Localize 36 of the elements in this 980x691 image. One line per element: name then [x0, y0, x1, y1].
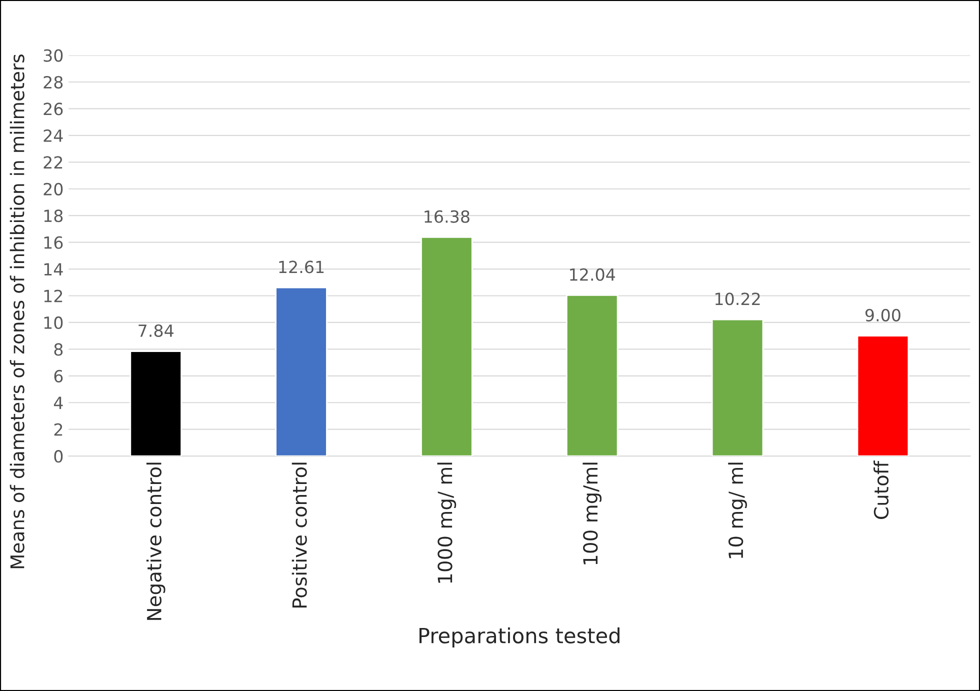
- data-label: 9.00: [865, 308, 900, 322]
- y-tick-label: 16: [44, 236, 63, 249]
- bar: [711, 318, 764, 456]
- y-tick-label: 14: [44, 263, 63, 276]
- y-tick-label: 8: [54, 343, 63, 356]
- y-tick-label: 0: [54, 450, 63, 463]
- data-label: 12.04: [570, 268, 616, 281]
- bar: [275, 286, 328, 456]
- x-axis-title: Preparations tested: [420, 627, 620, 648]
- x-tick-label: Positive control: [292, 462, 307, 608]
- y-axis-title: Means of diameters of zones of inhibition in milimeters: [10, 54, 24, 568]
- x-tick-label: Cutoff: [874, 460, 889, 519]
- y-tick-label: 2: [54, 423, 62, 436]
- y-tick-label: 24: [44, 129, 63, 142]
- data-label: 7.84: [138, 324, 174, 337]
- y-tick-label: 12: [44, 290, 62, 302]
- y-tick-label: 10: [44, 316, 63, 330]
- x-tick-label: 100 mg/ml: [582, 462, 602, 564]
- x-tick-label: 10 mg/ ml: [728, 462, 747, 558]
- y-tick-label: 20: [44, 182, 63, 196]
- data-label: 16.38: [424, 210, 470, 223]
- x-tick-label: 1000 mg/ ml: [437, 462, 456, 583]
- bar: [856, 335, 910, 456]
- data-label: 12.61: [279, 260, 324, 274]
- y-tick-label: 22: [44, 156, 62, 168]
- y-tick-label: 28: [44, 76, 63, 89]
- data-label: 10.22: [716, 292, 760, 306]
- y-tick-label: 6: [54, 370, 63, 382]
- y-tick-label: 30: [44, 49, 63, 62]
- bar: [420, 236, 473, 456]
- bar: [566, 294, 618, 456]
- bar: [130, 350, 182, 456]
- y-tick-label: 4: [54, 396, 63, 409]
- y-tick-label: 18: [44, 210, 63, 222]
- y-tick-label: 26: [44, 102, 63, 116]
- x-tick-label: Negative control: [146, 462, 166, 620]
